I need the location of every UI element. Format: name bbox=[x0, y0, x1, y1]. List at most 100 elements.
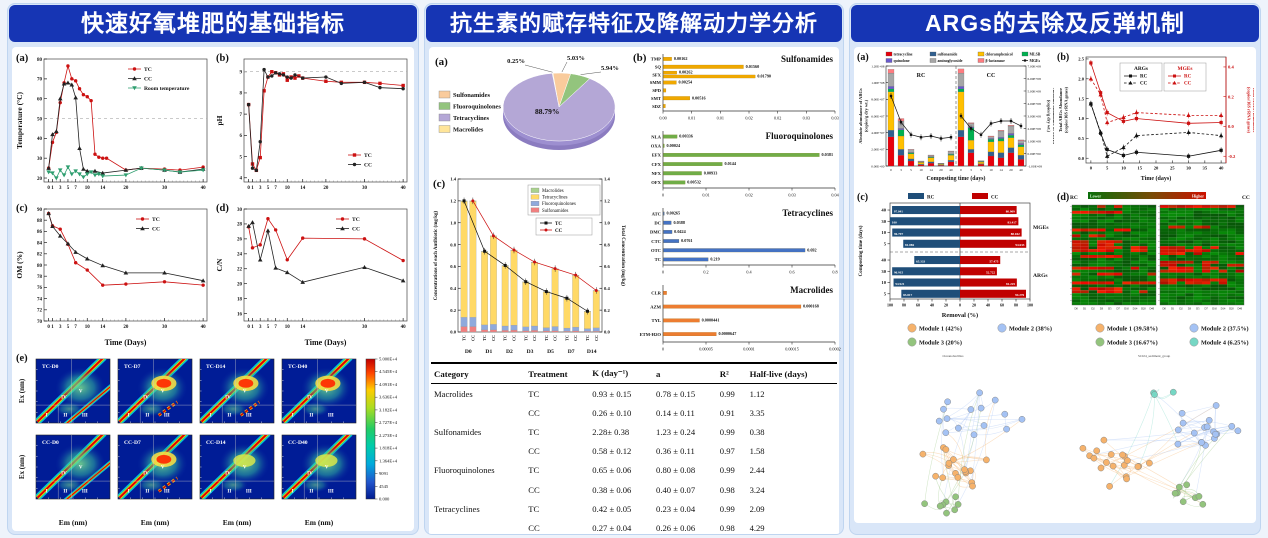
svg-text:40: 40 bbox=[881, 258, 886, 263]
svg-text:I: I bbox=[128, 414, 130, 419]
svg-text:81.086: 81.086 bbox=[905, 243, 914, 247]
svg-text:II: II bbox=[63, 414, 67, 419]
svg-text:SPD: SPD bbox=[652, 88, 661, 93]
svg-text:3.182E+4: 3.182E+4 bbox=[379, 407, 398, 412]
svg-text:CC: CC bbox=[594, 335, 599, 341]
svg-text:0.00254: 0.00254 bbox=[679, 80, 694, 85]
svg-text:5: 5 bbox=[67, 325, 70, 330]
svg-text:3: 3 bbox=[970, 168, 972, 172]
svg-text:RC: RC bbox=[1140, 75, 1148, 80]
svg-text:CC: CC bbox=[1242, 195, 1250, 201]
svg-text:D1: D1 bbox=[1171, 307, 1175, 310]
svg-text:0.02: 0.02 bbox=[774, 116, 781, 121]
svg-text:TC: TC bbox=[364, 153, 372, 159]
svg-text:sulfonamide: sulfonamide bbox=[937, 53, 957, 57]
svg-text:0: 0 bbox=[47, 186, 50, 191]
svg-text:0.0144: 0.0144 bbox=[724, 161, 736, 166]
svg-text:40: 40 bbox=[881, 208, 886, 213]
svg-text:(a): (a) bbox=[16, 53, 29, 64]
svg-text:quinolone: quinolone bbox=[893, 59, 909, 63]
svg-text:0.00265: 0.00265 bbox=[667, 211, 681, 216]
svg-text:C/N: C/N bbox=[215, 258, 224, 272]
svg-text:28: 28 bbox=[237, 223, 243, 228]
table-row: Sulfonamides TC 2.28± 0.38 1.23 ± 0.24 0.99 0… bbox=[431, 422, 837, 441]
svg-text:5.000E+4: 5.000E+4 bbox=[379, 357, 398, 362]
svg-text:72: 72 bbox=[37, 309, 43, 314]
args-abundance-stacked-chart: tetracycline sulfonamide chloramphenicol ML… bbox=[857, 51, 1054, 182]
svg-text:(b): (b) bbox=[1057, 52, 1069, 63]
table-cell: 4.29 bbox=[749, 522, 765, 533]
svg-text:7: 7 bbox=[240, 113, 243, 118]
svg-text:IV: IV bbox=[61, 396, 67, 401]
svg-text:40: 40 bbox=[930, 303, 934, 308]
table-cell: 0.27 ± 0.04 bbox=[592, 522, 632, 533]
svg-text:80: 80 bbox=[37, 58, 43, 63]
svg-text:3.636E+4: 3.636E+4 bbox=[379, 395, 398, 400]
table-row: Tetracyclines TC 0.42 ± 0.05 0.23 ± 0.04 0.9… bbox=[431, 499, 837, 518]
svg-text:Time (days): Time (days) bbox=[1141, 175, 1171, 182]
svg-text:Fluoroquinolones: Fluoroquinolones bbox=[542, 202, 576, 207]
svg-text:V: V bbox=[161, 389, 165, 394]
svg-text:(e): (e) bbox=[16, 353, 28, 364]
svg-text:5: 5 bbox=[240, 155, 243, 160]
svg-text:Module 2 (37.5%): Module 2 (37.5%) bbox=[1201, 326, 1249, 333]
svg-text:0.01790: 0.01790 bbox=[757, 74, 771, 79]
svg-text:(c): (c) bbox=[16, 203, 28, 214]
svg-text:D3: D3 bbox=[1188, 307, 1192, 310]
svg-text:(c): (c) bbox=[857, 192, 868, 203]
svg-text:II: II bbox=[309, 414, 313, 419]
card-antibiotics: 抗生素的赋存特征及降解动力学分析 (a) 0.25% 5.03% 5.94% 88.79… bbox=[424, 3, 844, 535]
svg-text:1.5: 1.5 bbox=[1078, 96, 1084, 101]
svg-text:1.20E+08: 1.20E+08 bbox=[871, 64, 885, 68]
table-cell: 0.36 ± 0.11 bbox=[656, 446, 695, 457]
svg-text:RC: RC bbox=[917, 73, 926, 79]
svg-text:0.0000647: 0.0000647 bbox=[719, 331, 737, 336]
svg-text:40: 40 bbox=[401, 325, 407, 330]
svg-text:III: III bbox=[328, 414, 334, 419]
table-cell: 0.38 bbox=[749, 426, 765, 437]
svg-text:CTC: CTC bbox=[651, 239, 661, 244]
svg-text:(a): (a) bbox=[435, 56, 448, 68]
svg-text:TC: TC bbox=[555, 222, 562, 227]
svg-text:D1: D1 bbox=[1083, 307, 1087, 310]
svg-text:25: 25 bbox=[1170, 166, 1175, 171]
svg-text:2.273E+4: 2.273E+4 bbox=[379, 433, 398, 438]
table-cell: 1.12 bbox=[749, 388, 765, 399]
table-cell: 0.42 ± 0.05 bbox=[592, 503, 632, 514]
svg-text:0.01: 0.01 bbox=[688, 116, 695, 121]
svg-text:0.0424: 0.0424 bbox=[674, 229, 686, 234]
svg-text:IV: IV bbox=[307, 396, 313, 401]
svg-text:pH: pH bbox=[215, 115, 224, 125]
svg-text:94.921: 94.921 bbox=[895, 282, 904, 286]
antibiotic-figure-area: (a) 0.25% 5.03% 5.94% 88.79% Sulfonamides Fluo… bbox=[429, 47, 841, 534]
svg-text:96.797: 96.797 bbox=[894, 232, 903, 236]
svg-text:5.03%: 5.03% bbox=[567, 55, 585, 62]
svg-text:40: 40 bbox=[37, 137, 43, 142]
table-cell: 0.91 bbox=[719, 407, 735, 418]
svg-text:5: 5 bbox=[267, 325, 270, 330]
table-cell: 1.58 bbox=[749, 446, 765, 457]
svg-text:-1.00E+08: -1.00E+08 bbox=[1027, 164, 1042, 168]
svg-text:Macrolides: Macrolides bbox=[790, 285, 833, 295]
svg-text:14: 14 bbox=[300, 325, 306, 330]
svg-text:MGEs: MGEs bbox=[1177, 66, 1192, 72]
table-cell: Fluoroquinolones bbox=[434, 465, 495, 476]
svg-text:V: V bbox=[325, 389, 329, 394]
svg-text:V: V bbox=[325, 465, 329, 470]
svg-text:NFX: NFX bbox=[652, 171, 662, 176]
table-row: CC 0.58 ± 0.12 0.36 ± 0.11 0.97 1.58 bbox=[431, 442, 837, 461]
svg-text:TC: TC bbox=[482, 335, 487, 341]
svg-text:TC: TC bbox=[523, 335, 528, 341]
svg-text:Concentrations of each Antibio: Concentrations of each Antibiotic (mg/kg… bbox=[434, 210, 439, 300]
table-cell: 0.99 bbox=[719, 388, 735, 399]
svg-text:7.00E+08: 7.00E+08 bbox=[1027, 64, 1041, 68]
svg-text:2.727E+4: 2.727E+4 bbox=[379, 420, 398, 425]
svg-text:5: 5 bbox=[1106, 166, 1109, 171]
svg-text:0: 0 bbox=[890, 168, 892, 172]
svg-text:1.4: 1.4 bbox=[604, 177, 610, 182]
svg-text:SMT: SMT bbox=[651, 96, 661, 101]
svg-text:20: 20 bbox=[37, 177, 43, 182]
svg-text:II: II bbox=[145, 414, 149, 419]
svg-text:S1024_sediment_group: S1024_sediment_group bbox=[1138, 354, 1171, 358]
